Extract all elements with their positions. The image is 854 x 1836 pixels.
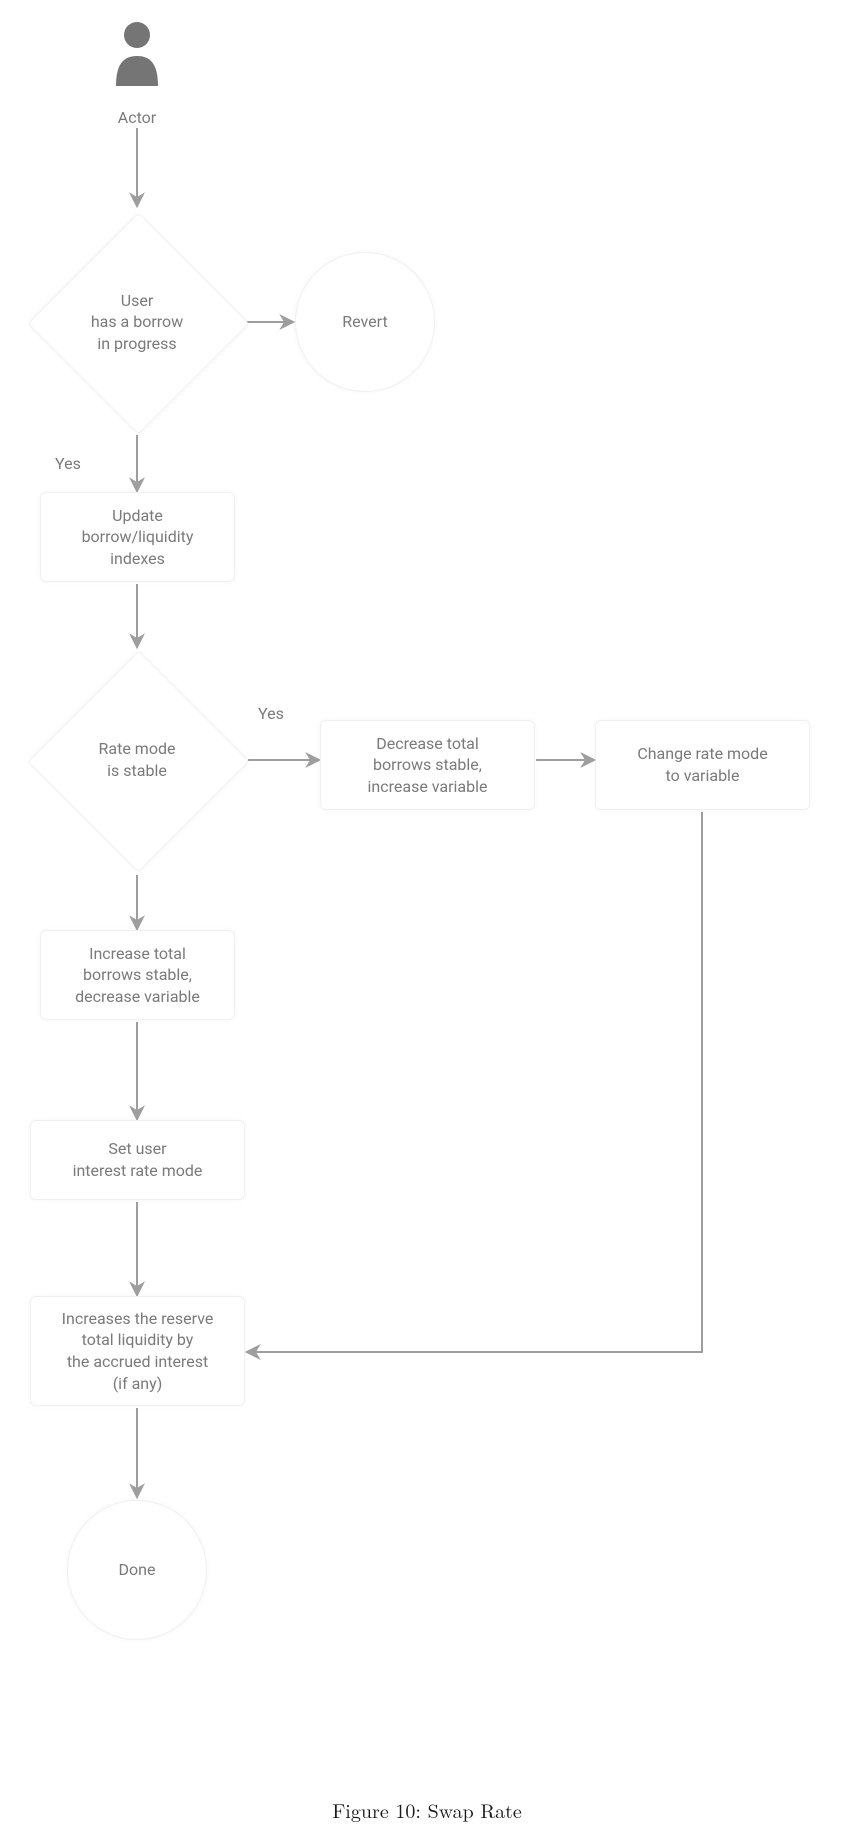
terminal-done: Done [67, 1500, 207, 1640]
decision-rate-mode-stable: Rate mode is stable [60, 683, 215, 838]
step-increase-reserve-liquidity: Increases the reserve total liquidity by… [30, 1296, 245, 1406]
terminal-done-label: Done [119, 1559, 156, 1581]
figure-caption: Figure 10: Swap Rate [0, 1795, 854, 1824]
terminal-revert: Revert [295, 252, 435, 392]
step-change-rate-mode-variable: Change rate mode to variable [595, 720, 810, 810]
step-change-rate-mode-variable-label: Change rate mode to variable [637, 743, 767, 786]
actor-label: Actor [0, 108, 274, 127]
step-update-indexes: Update borrow/liquidity indexes [40, 492, 235, 582]
terminal-revert-label: Revert [342, 311, 387, 333]
step-set-user-rate-mode-label: Set user interest rate mode [73, 1138, 203, 1181]
step-set-user-rate-mode: Set user interest rate mode [30, 1120, 245, 1200]
step-increase-reserve-liquidity-label: Increases the reserve total liquidity by… [62, 1308, 214, 1394]
step-update-indexes-label: Update borrow/liquidity indexes [82, 505, 194, 570]
decision-has-borrow-label: User has a borrow in progress [91, 290, 183, 355]
edge-label-yes-2: Yes [258, 704, 284, 723]
step-decrease-stable-increase-variable: Decrease total borrows stable, increase … [320, 720, 535, 810]
step-increase-stable-decrease-variable-label: Increase total borrows stable, decrease … [75, 943, 200, 1008]
edge-label-yes-1: Yes [55, 454, 81, 473]
decision-has-borrow: User has a borrow in progress [60, 245, 215, 400]
flowchart-canvas: Actor User has a borrow in progress Reve… [0, 0, 854, 1836]
step-decrease-stable-increase-variable-label: Decrease total borrows stable, increase … [368, 733, 488, 798]
actor-icon [110, 20, 164, 88]
step-increase-stable-decrease-variable: Increase total borrows stable, decrease … [40, 930, 235, 1020]
decision-rate-mode-stable-label: Rate mode is stable [99, 738, 176, 781]
